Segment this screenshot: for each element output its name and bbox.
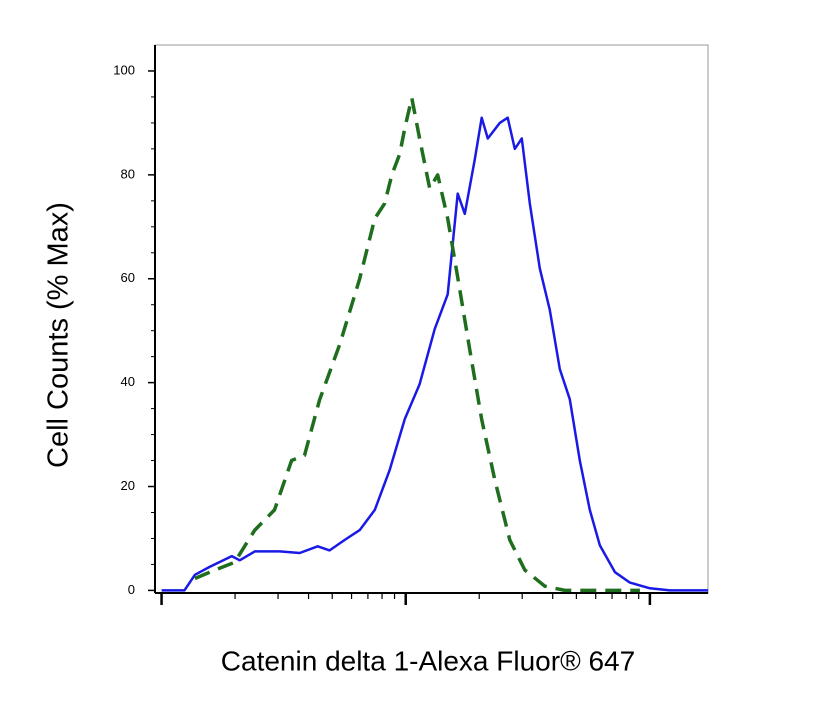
y-tick-label: 20 — [121, 478, 135, 493]
y-tick-label: 40 — [121, 374, 135, 389]
y-tick-label: 60 — [121, 270, 135, 285]
x-axis-label: Catenin delta 1-Alexa Fluor® 647 — [221, 645, 635, 676]
y-tick-label: 100 — [113, 62, 135, 77]
series-line — [194, 96, 640, 593]
y-tick-label: 80 — [121, 166, 135, 181]
plot-frame — [154, 44, 709, 594]
y-axis-label: Cell Counts (% Max) — [43, 202, 75, 468]
series-line — [161, 116, 708, 592]
y-tick-label: 0 — [128, 582, 135, 597]
